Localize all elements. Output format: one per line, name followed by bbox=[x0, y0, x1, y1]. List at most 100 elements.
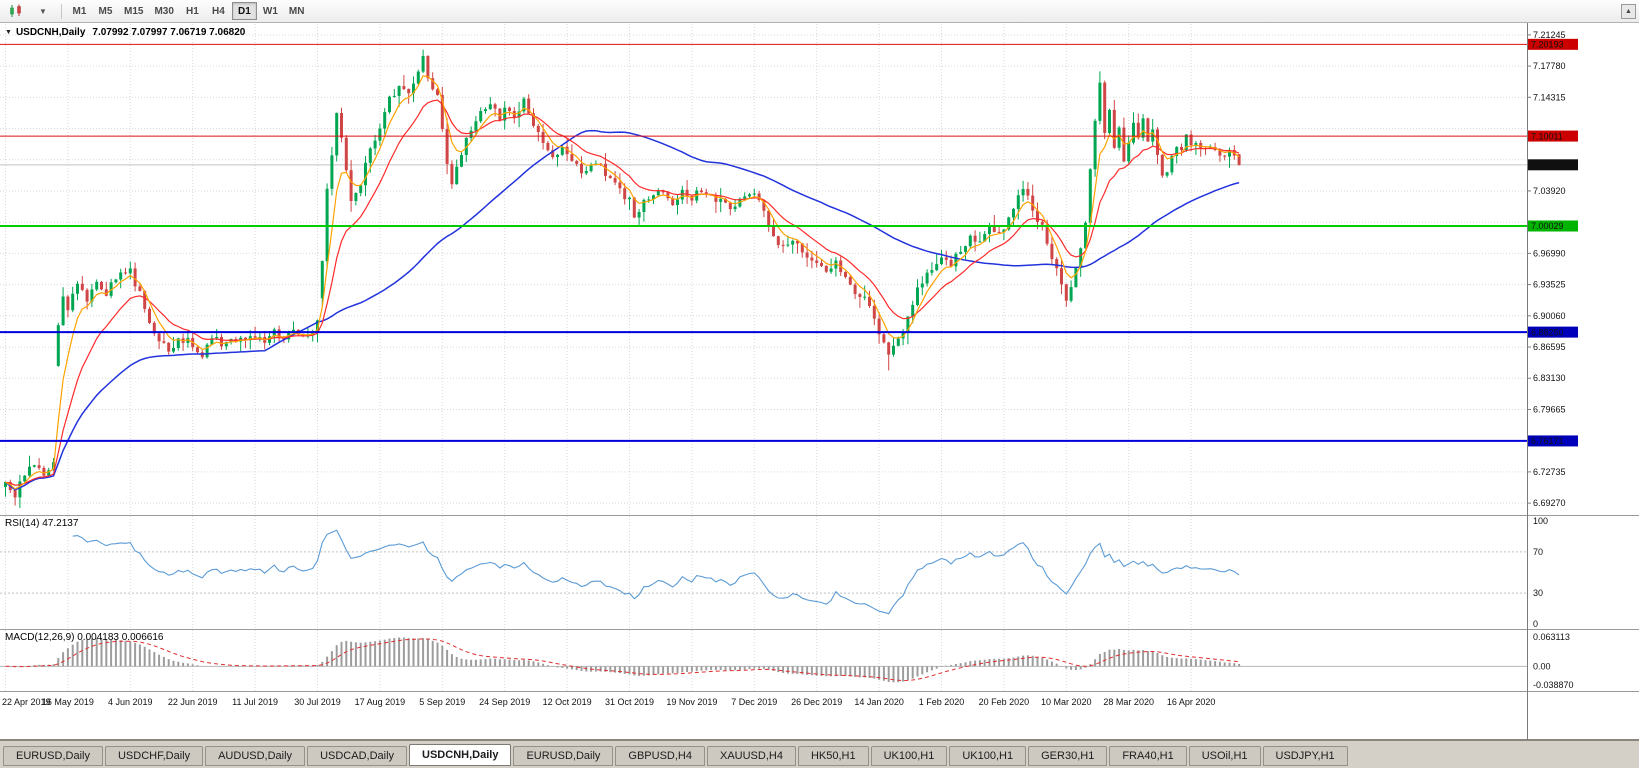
date-axis-label: 22 Jun 2019 bbox=[168, 697, 218, 707]
timeframe-M30-button[interactable]: M30 bbox=[149, 2, 178, 20]
timeframe-H1-button[interactable]: H1 bbox=[180, 2, 205, 20]
price-axis-label: 7.21245 bbox=[1533, 30, 1566, 40]
date-axis-label: 31 Oct 2019 bbox=[605, 697, 654, 707]
macd-axis-label: 0.00 bbox=[1533, 661, 1551, 671]
candle-wicks bbox=[5, 49, 1240, 509]
price-axis-label: 7.17780 bbox=[1533, 61, 1566, 71]
chart-tab[interactable]: GBPUSD,H4 bbox=[615, 746, 705, 766]
price-tag: 7.06820 bbox=[1528, 159, 1578, 171]
date-axis-label: 1 Feb 2020 bbox=[919, 697, 965, 707]
date-axis-label: 10 Mar 2020 bbox=[1041, 697, 1092, 707]
price-axis-label: 6.79665 bbox=[1533, 404, 1566, 414]
date-axis-label: 17 Aug 2019 bbox=[355, 697, 406, 707]
chart-tab[interactable]: USOil,H1 bbox=[1188, 746, 1261, 766]
price-axis-label: 6.93525 bbox=[1533, 280, 1566, 290]
date-axis-label: 16 May 2019 bbox=[42, 697, 94, 707]
date-axis-label: 22 Apr 2019 bbox=[2, 697, 51, 707]
rsi-line bbox=[72, 529, 1240, 615]
date-axis-label: 20 Feb 2020 bbox=[979, 697, 1030, 707]
date-axis-label: 12 Oct 2019 bbox=[543, 697, 592, 707]
price-axis-label: 6.86595 bbox=[1533, 342, 1566, 352]
chart-tab[interactable]: XAUUSD,H4 bbox=[706, 746, 796, 766]
price-tag: 6.88250 bbox=[1528, 326, 1578, 338]
macd-axis-label: -0.038870 bbox=[1533, 680, 1574, 690]
svg-text:7.00029: 7.00029 bbox=[1531, 221, 1564, 231]
price-axis-label: 7.14315 bbox=[1533, 92, 1566, 102]
timeframe-D1-button[interactable]: D1 bbox=[231, 2, 257, 20]
rsi-axis-label: 70 bbox=[1533, 547, 1543, 557]
timeframe-H4-button[interactable]: H4 bbox=[206, 2, 231, 20]
toolbar-scroll-up-button[interactable]: ▲ bbox=[1621, 3, 1636, 19]
grid bbox=[0, 24, 1527, 691]
svg-text:7.06820: 7.06820 bbox=[1531, 160, 1564, 170]
date-axis-label: 11 Jul 2019 bbox=[232, 697, 278, 707]
timeframe-W1-button[interactable]: W1 bbox=[258, 2, 283, 20]
svg-text:7.10011: 7.10011 bbox=[1531, 131, 1563, 141]
chart-tab-bar: EURUSD,Daily USDCHF,Daily AUDUSD,Daily USDC… bbox=[0, 740, 1639, 768]
rsi-axis-label: 0 bbox=[1533, 619, 1538, 629]
chart-tab[interactable]: FRA40,H1 bbox=[1109, 746, 1187, 766]
date-axis-label: 30 Jul 2019 bbox=[294, 697, 341, 707]
date-axis-label: 16 Apr 2020 bbox=[1167, 697, 1216, 707]
date-axis-label: 19 Nov 2019 bbox=[666, 697, 717, 707]
chart-tab[interactable]: EURUSD,Daily bbox=[513, 746, 614, 766]
chart-type-dropdown-button[interactable]: ▼ bbox=[30, 2, 56, 20]
chart-tab[interactable]: UK100,H1 bbox=[870, 746, 948, 766]
price-axis-label: 6.69270 bbox=[1533, 498, 1566, 508]
svg-text:6.76171: 6.76171 bbox=[1531, 436, 1564, 446]
price-tag: 7.10011 bbox=[1528, 130, 1578, 142]
date-axis-label: 26 Dec 2019 bbox=[791, 697, 842, 707]
price-tag: 7.00029 bbox=[1528, 220, 1578, 232]
price-axis[interactable]: 7.21245 7.17780 7.14315 7.03920 6.96990 6.935… bbox=[1527, 23, 1579, 740]
date-axis-label: 14 Jan 2020 bbox=[854, 697, 904, 707]
chart-tab[interactable]: GER30,H1 bbox=[1028, 746, 1108, 766]
toolbar: ▼ M1 M5 M15 M30 H1 H4 D1 W1 MN ▲ bbox=[0, 0, 1639, 23]
svg-text:6.88250: 6.88250 bbox=[1531, 327, 1564, 337]
macd-histogram bbox=[9, 637, 1241, 683]
macd-signal-line bbox=[5, 638, 1240, 682]
collapse-triangle-icon[interactable]: ▼ bbox=[5, 29, 12, 36]
chart-tab[interactable]: USDJPY,H1 bbox=[1262, 746, 1348, 766]
candle-bodies bbox=[4, 56, 1241, 498]
timeframe-M1-button[interactable]: M1 bbox=[67, 2, 92, 20]
price-axis-label: 6.83130 bbox=[1533, 373, 1566, 383]
price-axis-label: 7.03920 bbox=[1533, 186, 1566, 196]
candlestick-chart-icon bbox=[10, 4, 21, 17]
scroll-up-icon: ▲ bbox=[1625, 7, 1632, 15]
chart-tab[interactable]: USDCHF,Daily bbox=[104, 746, 204, 766]
timeframe-MN-button[interactable]: MN bbox=[284, 2, 310, 20]
toolbar-timeframes: M1 M5 M15 M30 H1 H4 D1 W1 MN bbox=[67, 2, 309, 20]
toolbar-separator bbox=[61, 3, 62, 19]
chart-tab[interactable]: UK100,H1 bbox=[949, 746, 1027, 766]
caret-down-icon: ▼ bbox=[39, 6, 47, 16]
price-tag: 7.20193 bbox=[1528, 38, 1578, 50]
price-axis-label: 6.96990 bbox=[1533, 248, 1566, 258]
date-axis-label: 24 Sep 2019 bbox=[479, 697, 530, 707]
macd-axis-label: 0.063113 bbox=[1533, 632, 1570, 642]
date-axis-label: 7 Dec 2019 bbox=[731, 697, 777, 707]
ma-mid-line bbox=[5, 99, 1240, 486]
timeframe-M5-button[interactable]: M5 bbox=[93, 2, 118, 20]
chart-tab[interactable]: AUDUSD,Daily bbox=[205, 746, 306, 766]
timeframe-M15-button[interactable]: M15 bbox=[119, 2, 148, 20]
chart-tab[interactable]: USDCNH,Daily bbox=[409, 744, 512, 766]
rsi-axis-label: 100 bbox=[1533, 516, 1548, 526]
price-tag: 6.76171 bbox=[1528, 435, 1578, 447]
ma-fast-line bbox=[5, 75, 1240, 490]
rsi-axis-label: 30 bbox=[1533, 588, 1543, 598]
chart-window: 7.21245 7.17780 7.14315 7.03920 6.96990 6.935… bbox=[0, 23, 1639, 740]
candlestick-chart-button[interactable] bbox=[3, 2, 29, 20]
date-axis-label: 4 Jun 2019 bbox=[108, 697, 153, 707]
date-axis-label: 28 Mar 2020 bbox=[1103, 697, 1154, 707]
chart-tab[interactable]: USDCAD,Daily bbox=[307, 746, 408, 766]
price-axis-label: 6.72735 bbox=[1533, 467, 1566, 477]
svg-text:7.20193: 7.20193 bbox=[1531, 40, 1564, 50]
price-chart[interactable]: 7.21245 7.17780 7.14315 7.03920 6.96990 6.935… bbox=[0, 23, 1639, 740]
date-axis-label: 5 Sep 2019 bbox=[419, 697, 465, 707]
ma-slow-line bbox=[5, 129, 1240, 491]
price-axis-label: 6.90060 bbox=[1533, 311, 1566, 321]
chart-tab[interactable]: HK50,H1 bbox=[797, 746, 869, 766]
chart-tab[interactable]: EURUSD,Daily bbox=[3, 746, 103, 766]
